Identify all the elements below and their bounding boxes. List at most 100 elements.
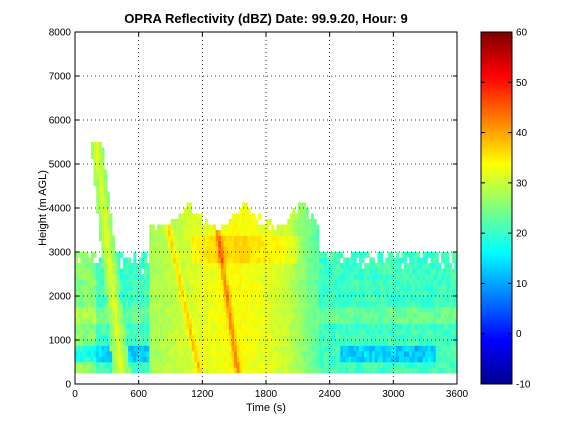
reflectivity-cell [98,208,102,214]
reflectivity-cell [236,318,240,324]
reflectivity-cell [181,235,185,242]
reflectivity-cell [417,345,421,352]
reflectivity-cell [183,224,187,231]
reflectivity-cell [151,224,155,231]
reflectivity-cell [258,279,261,286]
reflectivity-cell [295,274,299,280]
reflectivity-cell [380,274,384,280]
reflectivity-cell [300,252,304,258]
reflectivity-cell [186,296,190,302]
reflectivity-cell [204,362,208,368]
reflectivity-cell [215,340,219,346]
reflectivity-cell [197,340,200,346]
reflectivity-cell [337,263,341,269]
reflectivity-cell [75,323,78,330]
reflectivity-cell [411,356,415,363]
reflectivity-cell [96,356,100,363]
reflectivity-cell [297,274,301,280]
reflectivity-cell [308,290,312,297]
reflectivity-cell [93,169,97,176]
reflectivity-cell [215,356,219,363]
reflectivity-cell [104,323,108,330]
reflectivity-cell [234,367,238,374]
y-tick-label: 4000 [49,204,72,215]
reflectivity-cell [372,268,376,275]
reflectivity-cell [191,274,195,280]
reflectivity-cell [122,356,126,363]
reflectivity-cell [332,301,336,308]
reflectivity-cell [443,279,447,286]
reflectivity-cell [234,290,238,297]
reflectivity-cell [220,290,224,297]
reflectivity-cell [441,279,445,286]
reflectivity-cell [284,318,288,324]
reflectivity-cell [287,290,291,297]
reflectivity-cell [77,367,81,374]
reflectivity-cell [263,318,267,324]
reflectivity-cell [451,345,455,352]
reflectivity-cell [411,318,415,324]
reflectivity-cell [358,329,362,335]
reflectivity-cell [244,285,248,291]
reflectivity-cell [252,307,256,313]
reflectivity-cell [390,356,394,363]
reflectivity-cell [268,312,272,319]
reflectivity-cell [255,329,259,335]
reflectivity-cell [403,356,407,363]
reflectivity-cell [120,362,124,368]
reflectivity-cell [435,307,439,313]
reflectivity-cell [292,241,296,247]
reflectivity-cell [85,312,89,319]
reflectivity-cell [197,362,200,368]
reflectivity-cell [109,274,113,280]
reflectivity-cell [186,312,190,319]
reflectivity-cell [112,279,116,286]
reflectivity-cell [96,169,100,176]
reflectivity-cell [353,290,357,297]
reflectivity-cell [104,180,108,187]
reflectivity-cell [191,323,195,330]
reflectivity-cell [398,268,402,275]
reflectivity-cell [313,334,317,341]
reflectivity-cell [93,296,97,302]
reflectivity-cell [220,274,224,280]
reflectivity-cell [223,362,227,368]
reflectivity-cell [242,329,246,335]
reflectivity-cell [260,230,264,236]
reflectivity-cell [446,345,450,352]
reflectivity-cell [271,312,275,319]
reflectivity-cell [210,367,214,374]
reflectivity-cell [244,307,248,313]
reflectivity-cell [181,296,185,302]
reflectivity-cell [215,329,219,335]
reflectivity-cell [77,318,81,324]
reflectivity-cell [417,329,421,335]
reflectivity-cell [242,235,246,242]
reflectivity-cell [409,268,413,275]
reflectivity-cell [319,301,323,308]
reflectivity-cell [101,158,105,165]
reflectivity-cell [300,307,304,313]
reflectivity-cell [106,235,110,242]
reflectivity-cell [427,268,431,275]
reflectivity-cell [106,197,110,203]
reflectivity-cell [75,362,78,368]
reflectivity-cell [162,235,166,242]
reflectivity-cell [345,263,349,269]
reflectivity-cell [167,356,171,363]
reflectivity-cell [197,219,200,225]
reflectivity-cell [449,301,452,308]
reflectivity-cell [162,367,166,374]
reflectivity-cell [281,323,285,330]
reflectivity-cell [327,356,330,363]
reflectivity-cell [327,307,330,313]
reflectivity-cell [287,323,291,330]
reflectivity-cell [308,230,312,236]
reflectivity-cell [80,323,84,330]
reflectivity-cell [361,345,365,352]
reflectivity-cell [96,307,100,313]
reflectivity-cell [114,274,118,280]
reflectivity-cell [75,290,78,297]
reflectivity-cell [380,301,384,308]
reflectivity-cell [234,318,238,324]
